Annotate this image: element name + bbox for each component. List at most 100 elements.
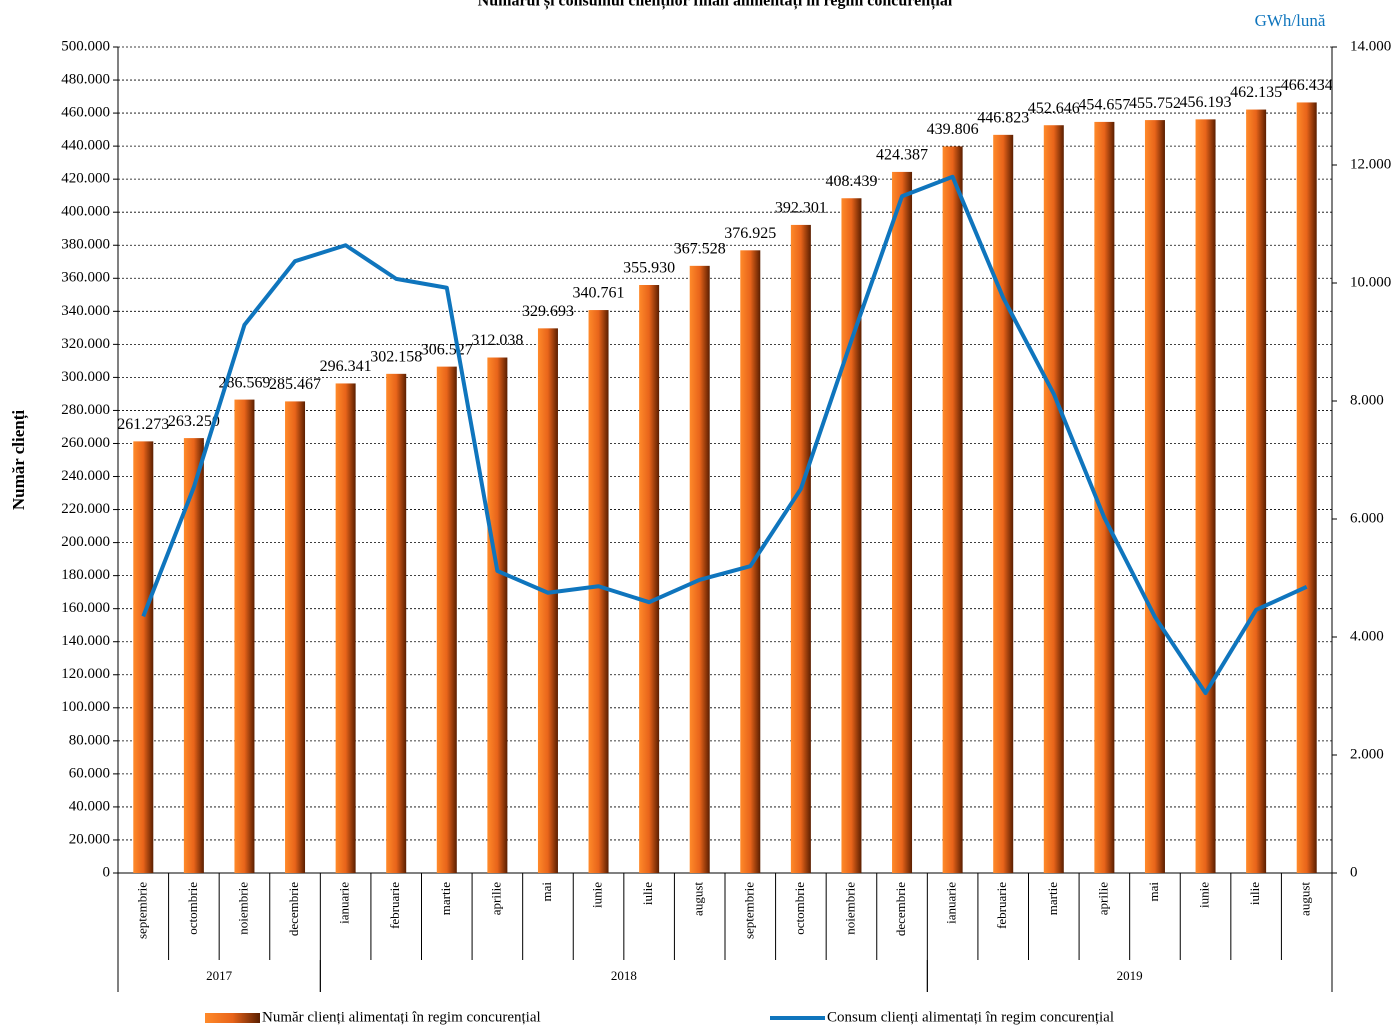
data-label: 261.273: [117, 416, 169, 433]
y-tick-label: 160.000: [61, 600, 110, 616]
bar: [790, 224, 811, 873]
y-tick-label: 480.000: [61, 71, 110, 87]
y2-tick-label: 8.000: [1350, 392, 1384, 408]
data-label: 263.250: [168, 413, 220, 430]
bar: [639, 285, 660, 873]
y-tick-label: 220.000: [61, 501, 110, 517]
bar: [183, 438, 204, 873]
x-tick-label: octombrie: [185, 882, 200, 935]
x-tick-label: aprilie: [488, 882, 503, 915]
x-tick-label: februarie: [387, 882, 402, 929]
bar: [689, 265, 710, 873]
y-tick-label: 140.000: [61, 633, 110, 649]
bar: [1195, 119, 1216, 874]
y-tick-label: 120.000: [61, 666, 110, 682]
y-tick-label: 360.000: [61, 270, 110, 286]
data-label: 376.925: [724, 225, 776, 242]
bar: [285, 401, 306, 873]
bar: [1246, 109, 1267, 873]
data-label: 462.135: [1230, 84, 1282, 101]
bar: [436, 366, 457, 873]
data-label: 355.930: [623, 260, 675, 277]
x-tick-label: iulie: [640, 882, 655, 905]
bar: [335, 383, 356, 873]
bar: [386, 373, 407, 873]
bar: [1144, 120, 1165, 873]
bar: [841, 198, 862, 873]
y-tick-label: 380.000: [61, 237, 110, 253]
y-tick-label: 20.000: [69, 831, 110, 847]
data-label: 312.038: [471, 332, 523, 349]
x-tick-label: martie: [1045, 882, 1060, 915]
data-label: 424.387: [876, 147, 928, 164]
data-label: 286.569: [218, 374, 270, 391]
data-label: 302.158: [370, 349, 422, 366]
data-label: 455.752: [1129, 95, 1181, 112]
x-tick-label: ianuarie: [944, 882, 959, 924]
data-label: 454.657: [1078, 97, 1130, 114]
line: [141, 174, 1308, 696]
data-label: 456.193: [1180, 94, 1232, 111]
data-label: 285.467: [269, 376, 321, 393]
y-tick-label: 40.000: [69, 798, 110, 814]
y-tick-label: 400.000: [61, 204, 110, 220]
x-tick-label: martie: [438, 882, 453, 915]
x-tick-label: august: [691, 882, 706, 916]
y-tick-label: 60.000: [69, 765, 110, 781]
y-tick-label: 440.000: [61, 138, 110, 154]
y-tick-label: 460.000: [61, 105, 110, 121]
data-label: 446.823: [977, 110, 1029, 127]
x-tick-label: iulie: [1247, 882, 1262, 905]
x-tick-label: ianuarie: [337, 882, 352, 924]
chart-title: Numărul și consumul clienților finali al…: [478, 0, 953, 11]
bar: [234, 399, 255, 873]
y2-tick-label: 4.000: [1350, 628, 1384, 644]
data-label: 452.646: [1028, 100, 1080, 117]
y-tick-label: 100.000: [61, 699, 110, 715]
bar: [892, 171, 913, 874]
group-label: 2017: [206, 968, 233, 983]
bar: [588, 310, 609, 873]
data-label: 408.439: [825, 173, 877, 190]
x-tick-label: mai: [1146, 882, 1161, 902]
bar: [133, 441, 154, 873]
group-label: 2018: [611, 968, 637, 983]
y2-tick-label: 10.000: [1350, 274, 1391, 290]
data-label: 306.527: [421, 341, 473, 358]
y2-axis-label: GWh/lună: [1255, 11, 1326, 30]
data-label: 439.806: [927, 121, 979, 138]
bar: [537, 328, 558, 873]
x-tick-label: septembrie: [741, 882, 756, 939]
x-tick-label: aprilie: [1095, 882, 1110, 915]
y2-tick-label: 12.000: [1350, 156, 1391, 172]
y-tick-label: 0: [103, 864, 111, 880]
y-tick-label: 420.000: [61, 171, 110, 187]
x-tick-label: iunie: [590, 882, 605, 908]
y-tick-label: 260.000: [61, 435, 110, 451]
y-tick-label: 300.000: [61, 369, 110, 385]
group-label: 2019: [1117, 968, 1143, 983]
y2-tick-label: 6.000: [1350, 510, 1384, 526]
data-label: 340.761: [573, 285, 625, 302]
bar: [993, 134, 1014, 874]
y-tick-label: 180.000: [61, 567, 110, 583]
x-tick-label: mai: [539, 882, 554, 902]
data-label: 296.341: [320, 358, 372, 375]
y-tick-label: 500.000: [61, 38, 110, 54]
y2-tick-label: 14.000: [1350, 38, 1391, 54]
bar: [740, 250, 761, 874]
y2-tick-label: 0: [1350, 864, 1358, 880]
bar: [487, 357, 508, 874]
x-tick-label: noiembrie: [235, 882, 250, 935]
bar: [1296, 102, 1317, 873]
x-tick-label: februarie: [994, 882, 1009, 929]
y-axis-label: Număr clienți: [9, 410, 29, 511]
y-tick-label: 280.000: [61, 402, 110, 418]
bar: [942, 146, 963, 873]
data-label: 329.693: [522, 303, 574, 320]
y-tick-label: 200.000: [61, 534, 110, 550]
data-label: 392.301: [775, 200, 827, 217]
y-tick-label: 320.000: [61, 336, 110, 352]
y-tick-label: 240.000: [61, 468, 110, 484]
